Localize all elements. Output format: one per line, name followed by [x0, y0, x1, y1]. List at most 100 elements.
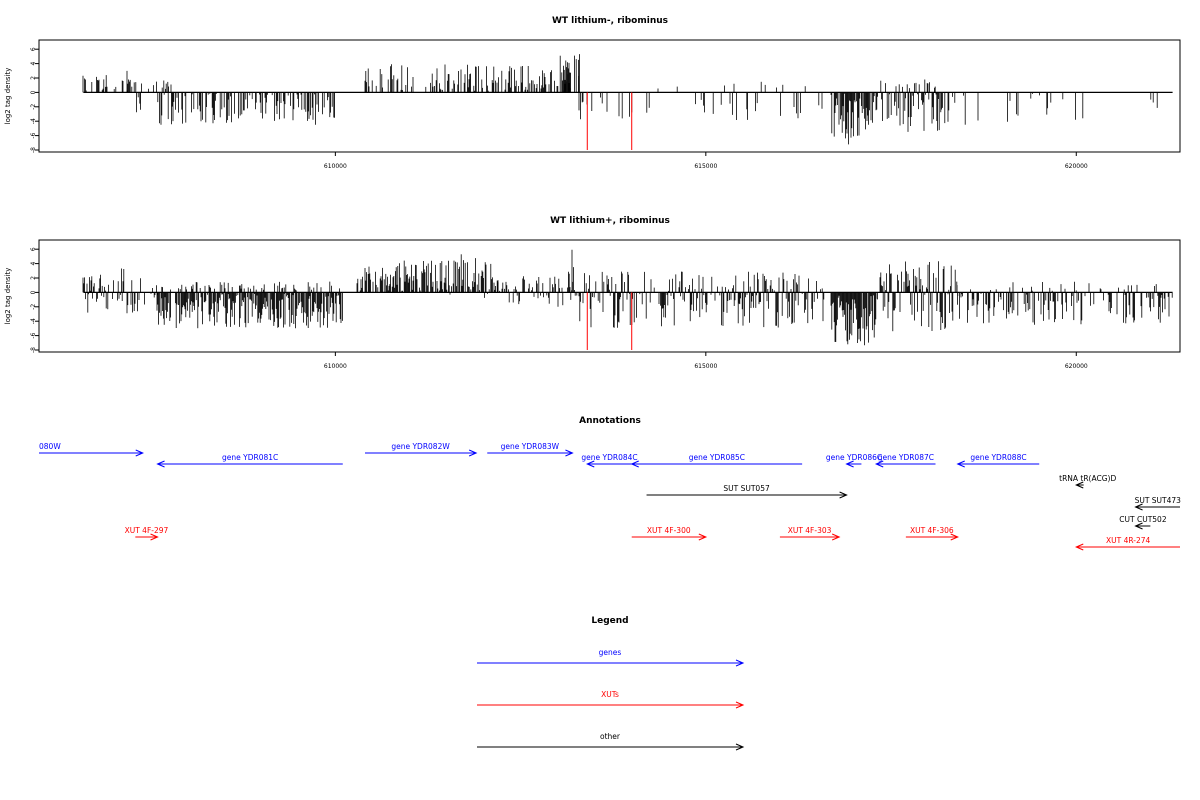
feature-arrow: [1075, 543, 1180, 551]
legend-title: Legend: [591, 616, 628, 626]
feature-label: tRNA tR(ACG)D: [1059, 474, 1116, 483]
x-tick-label: 620000: [1065, 163, 1088, 170]
plot-frame: [38, 239, 1181, 353]
feature-arrow: [779, 533, 841, 541]
feature-label: CUT CUT502: [1119, 515, 1167, 524]
legend-items: genes XUTs other: [477, 648, 745, 751]
feature-arrow: [631, 533, 708, 541]
y-axis-label: log2 tag density: [4, 68, 12, 125]
feature-label: gene YDR085C: [689, 453, 745, 462]
feature-label: gene YDR082W: [391, 442, 450, 451]
feature-xut[interactable]: XUT 4F-303: [779, 526, 841, 541]
legend-item-xut: XUTs: [477, 690, 745, 709]
y-tick-label: -4: [30, 118, 37, 124]
feature-arrow: [845, 460, 862, 468]
y-tick-label: -8: [30, 347, 37, 353]
legend-label: XUTs: [601, 690, 619, 699]
legend-arrow: [477, 659, 745, 667]
feature-xut[interactable]: XUT 4F-306: [905, 526, 959, 541]
legend-arrow: [477, 701, 745, 709]
feature-gene[interactable]: gene YDR087C: [874, 453, 936, 468]
legend: Legend genes XUTs other: [477, 616, 745, 751]
feature-xut[interactable]: XUT 4F-297: [125, 526, 169, 541]
x-tick-label: 620000: [1065, 363, 1088, 370]
feature-gene[interactable]: 080W: [39, 442, 144, 457]
panel-title: WT lithium-, ribominus: [552, 16, 668, 26]
feature-arrow: [646, 491, 848, 499]
feature-gene[interactable]: gene YDR083W: [487, 442, 574, 457]
y-tick-label: 4: [30, 262, 37, 266]
feature-xut[interactable]: XUT 4F-300: [631, 526, 708, 541]
annotations-title: Annotations: [579, 416, 641, 426]
legend-label: genes: [599, 648, 622, 657]
y-tick-label: 6: [30, 47, 37, 51]
feature-arrow: [905, 533, 959, 541]
feature-other[interactable]: CUT CUT502: [1119, 515, 1167, 530]
feature-gene[interactable]: gene YDR085C: [630, 453, 803, 468]
bar-series: [82, 54, 1173, 150]
legend-label: other: [600, 732, 621, 741]
coverage-panel-lithium-plus: WT lithium+, ribominus log2 tag density …: [4, 216, 1181, 370]
y-axis-label: log2 tag density: [4, 268, 12, 325]
y-tick-label: -2: [30, 304, 37, 310]
feature-label: gene YDR087C: [878, 453, 934, 462]
x-tick-label: 610000: [324, 163, 347, 170]
feature-other[interactable]: SUT SUT473: [1134, 496, 1182, 511]
feature-other[interactable]: SUT SUT057: [646, 484, 848, 499]
feature-label: XUT 4R-274: [1106, 536, 1151, 545]
y-tick-label: -8: [30, 147, 37, 153]
bar-series: [82, 249, 1173, 350]
feature-arrow: [956, 460, 1040, 468]
y-tick-label: -6: [30, 132, 37, 138]
feature-label: 080W: [39, 442, 61, 451]
x-tick-label: 615000: [694, 363, 717, 370]
x-tick-label: 615000: [694, 163, 717, 170]
feature-arrow: [874, 460, 936, 468]
feature-label: gene YDR086C: [826, 453, 882, 462]
feature-gene[interactable]: gene YDR086C: [826, 453, 882, 468]
y-tick-label: 6: [30, 247, 37, 251]
feature-arrow: [630, 460, 803, 468]
x-axis: 610000 615000 620000: [324, 152, 1088, 170]
x-tick-label: 610000: [324, 363, 347, 370]
y-axis: 6 4 2 0 -2 -4 -6 -8: [30, 247, 39, 353]
y-tick-label: 4: [30, 62, 37, 66]
y-tick-label: 0: [30, 290, 37, 294]
feature-list: 080W gene YDR081C gene YDR082W gene YDR083W…: [39, 442, 1182, 551]
x-axis: 610000 615000 620000: [324, 352, 1088, 370]
feature-gene[interactable]: gene YDR084C: [581, 453, 638, 468]
feature-other[interactable]: tRNA tR(ACG)D: [1059, 474, 1116, 489]
feature-label: gene YDR083W: [501, 442, 560, 451]
annotations-track: Annotations 080W gene YDR081C gene YDR082W…: [39, 416, 1182, 551]
y-tick-label: 2: [30, 76, 37, 80]
feature-arrow: [135, 533, 159, 541]
feature-arrow: [1134, 522, 1151, 530]
y-tick-label: 0: [30, 90, 37, 94]
feature-gene[interactable]: gene YDR081C: [156, 453, 343, 468]
feature-gene[interactable]: gene YDR088C: [956, 453, 1040, 468]
panel-title: WT lithium+, ribominus: [550, 216, 670, 226]
feature-arrow: [487, 449, 574, 457]
feature-label: SUT SUT473: [1135, 496, 1182, 505]
y-axis: 6 4 2 0 -2 -4 -6 -8: [30, 47, 39, 153]
y-tick-label: -4: [30, 318, 37, 324]
legend-arrow: [477, 743, 745, 751]
feature-label: XUT 4F-303: [788, 526, 832, 535]
plot-frame: [38, 39, 1181, 153]
legend-item-gene: genes: [477, 648, 745, 667]
feature-arrow: [365, 449, 478, 457]
feature-arrow: [586, 460, 632, 468]
feature-gene[interactable]: gene YDR082W: [365, 442, 478, 457]
feature-xut[interactable]: XUT 4R-274: [1075, 536, 1180, 551]
feature-label: XUT 4F-306: [910, 526, 954, 535]
feature-label: XUT 4F-300: [647, 526, 691, 535]
y-tick-label: -2: [30, 104, 37, 110]
coverage-panel-lithium-minus: WT lithium-, ribominus log2 tag density …: [4, 16, 1181, 170]
feature-label: gene YDR088C: [970, 453, 1026, 462]
legend-item-other: other: [477, 732, 745, 751]
feature-arrow: [156, 460, 343, 468]
feature-arrow: [39, 449, 144, 457]
feature-label: XUT 4F-297: [125, 526, 169, 535]
feature-label: SUT SUT057: [723, 484, 770, 493]
